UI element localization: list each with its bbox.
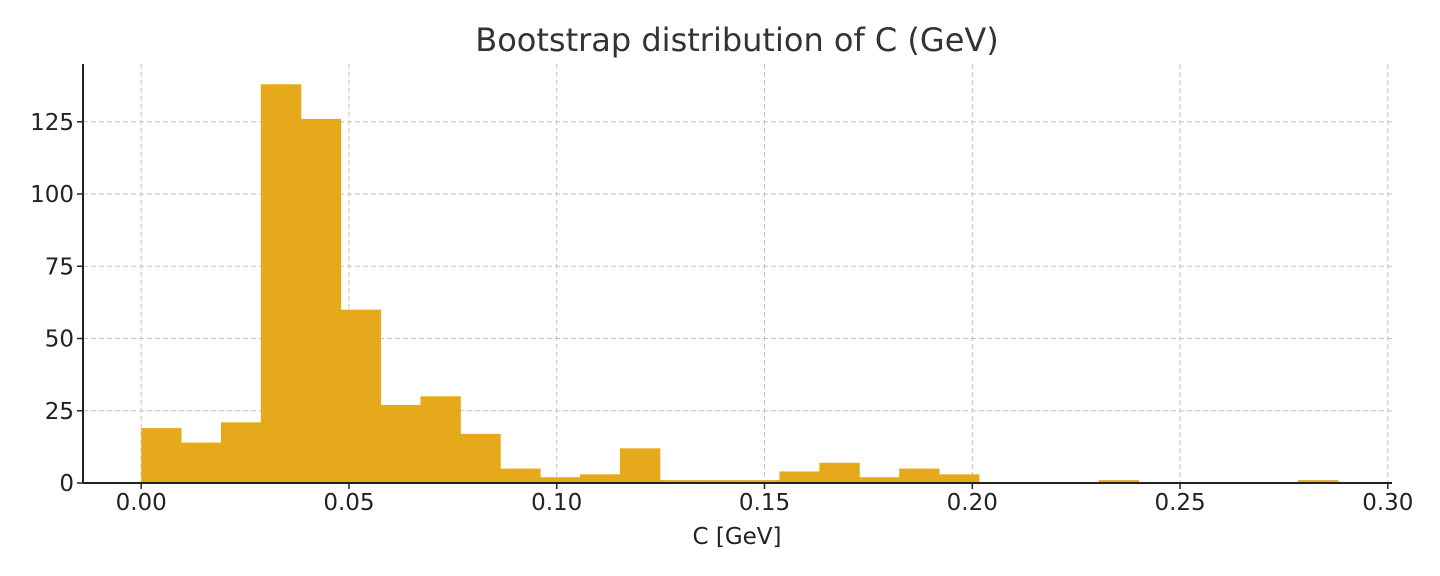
x-tick-label: 0.05 <box>323 490 374 516</box>
histogram-bar <box>460 433 501 483</box>
x-axis-label: C [GeV] <box>692 524 781 550</box>
y-tick-label: 100 <box>30 182 74 208</box>
histogram-bar <box>1098 480 1140 483</box>
x-tick-label: 0.30 <box>1362 490 1413 516</box>
y-tick-label: 75 <box>45 254 74 280</box>
histogram-bar <box>899 468 940 483</box>
histogram-bar <box>779 471 820 483</box>
histogram-bar <box>260 84 302 483</box>
histogram-bar <box>619 448 661 483</box>
histogram-bar <box>141 428 182 483</box>
x-tick-label: 0.20 <box>947 490 998 516</box>
histogram-bar <box>300 118 342 484</box>
histogram-bar <box>939 474 980 483</box>
histogram-bar <box>699 480 741 483</box>
histogram-bar <box>859 477 900 483</box>
x-tick-label: 0.10 <box>531 490 582 516</box>
histogram-bars <box>141 84 1339 484</box>
histogram-bar <box>540 477 581 483</box>
tick-labels: 0.00 0.05 0.10 0.15 0.20 0.25 0.30 0 25 50 75 100 12… <box>30 110 1413 516</box>
x-tick-label: 0.00 <box>116 490 167 516</box>
histogram-bar <box>819 462 860 483</box>
x-tick-label: 0.15 <box>739 490 790 516</box>
histogram-bar <box>659 480 701 483</box>
y-tick-label: 25 <box>45 399 74 425</box>
x-tick-label: 0.25 <box>1154 490 1205 516</box>
histogram-bar <box>739 480 780 483</box>
histogram-bar <box>580 474 621 483</box>
histogram-bar <box>420 396 461 483</box>
histogram-bar <box>181 442 222 483</box>
chart-title: Bootstrap distribution of C (GeV) <box>475 21 999 59</box>
axes <box>82 64 1392 484</box>
histogram-bar <box>220 422 262 483</box>
y-tick-label: 50 <box>45 327 74 353</box>
y-tick-label: 0 <box>59 471 74 497</box>
histogram-bar <box>340 309 382 483</box>
y-tick-label: 125 <box>30 110 74 136</box>
histogram-bar <box>380 404 421 483</box>
histogram-bar <box>1298 480 1339 483</box>
histogram-bar <box>500 468 541 483</box>
